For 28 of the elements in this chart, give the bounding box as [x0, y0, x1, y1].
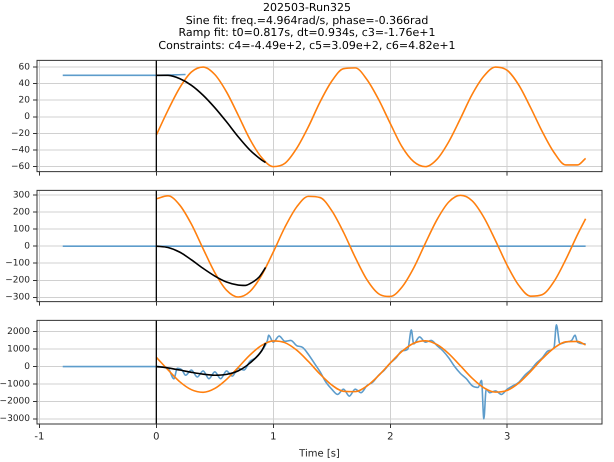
y-tick-label: 300 [12, 190, 30, 200]
y-tick-label: 0 [24, 362, 30, 372]
y-tick-label: 60 [18, 62, 30, 72]
y-tick-label: −3000 [0, 414, 30, 424]
x-axis-title: Time [s] [298, 448, 340, 460]
y-tick-label: 0 [24, 242, 30, 252]
y-tick-label: −100 [5, 258, 30, 269]
y-tick-label: 40 [18, 78, 30, 89]
y-tick-label: −2000 [0, 396, 30, 407]
y-tick-label: −40 [11, 145, 30, 156]
y-tick-label: 1000 [7, 344, 30, 354]
y-tick-label: 2000 [7, 327, 30, 338]
x-tick-label: 3 [504, 432, 510, 443]
x-tick-label: 0 [153, 432, 160, 443]
y-tick-label: 200 [12, 207, 30, 218]
y-tick-label: −20 [11, 128, 30, 139]
y-tick-label: −200 [5, 276, 30, 286]
y-tick-label: −300 [5, 292, 30, 303]
x-tick-label: 1 [270, 432, 276, 443]
x-tick-label: -1 [34, 432, 44, 443]
y-tick-label: −60 [11, 162, 30, 172]
chart-title: 202503-Run325 [262, 1, 352, 14]
y-tick-label: 0 [24, 112, 30, 122]
y-tick-label: −1000 [0, 379, 30, 390]
y-tick-label: 20 [18, 96, 30, 106]
x-tick-label: 2 [387, 432, 394, 443]
y-tick-label: 100 [12, 224, 30, 234]
chart-subtitle: Sine fit: freq.=4.964rad/s, phase=-0.366rad Ramp fit: t0=0.817s, dt=0.934s, c3=-1.76e+1 Constraints: c4=-4.49e+2, c5=3.09e+2, c6=4.82e+1 [157, 14, 457, 52]
